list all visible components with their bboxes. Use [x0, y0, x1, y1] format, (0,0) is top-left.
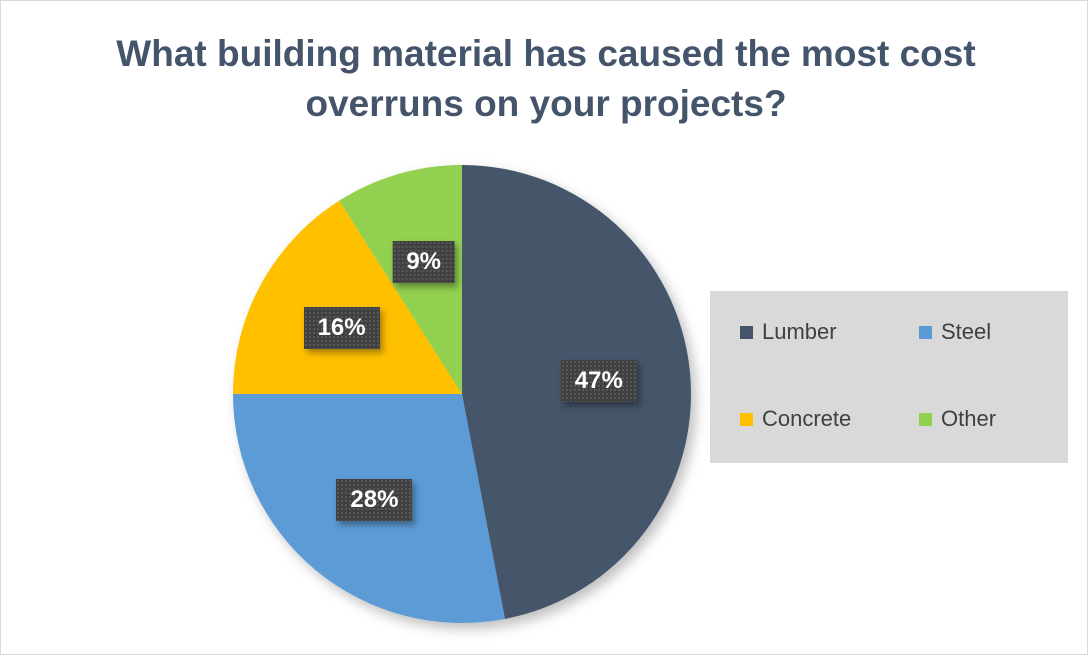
- legend-swatch-other: [919, 412, 932, 426]
- legend-swatch-concrete: [740, 412, 753, 426]
- legend-label-other: Other: [941, 406, 997, 431]
- chart-title: What building material has caused the mo…: [116, 33, 976, 124]
- pie-slice-concrete: [233, 200, 462, 394]
- legend-label-lumber: Lumber: [762, 319, 837, 344]
- legend-item-other: Other: [919, 406, 996, 432]
- legend-swatch-lumber: [740, 325, 753, 339]
- legend-label-steel: Steel: [941, 319, 992, 344]
- data-label-steel: 28%: [336, 478, 413, 521]
- legend-item-concrete: Concrete: [740, 406, 851, 432]
- data-label-lumber: 47%: [560, 360, 637, 403]
- data-label-concrete: 16%: [303, 306, 380, 349]
- legend-item-steel: Steel: [919, 319, 991, 345]
- legend-label-concrete: Concrete: [762, 406, 852, 431]
- data-label-other: 9%: [392, 241, 455, 284]
- legend: Lumber Steel Concrete Other: [710, 291, 1068, 463]
- legend-item-lumber: Lumber: [740, 319, 837, 345]
- legend-swatch-steel: [919, 325, 932, 339]
